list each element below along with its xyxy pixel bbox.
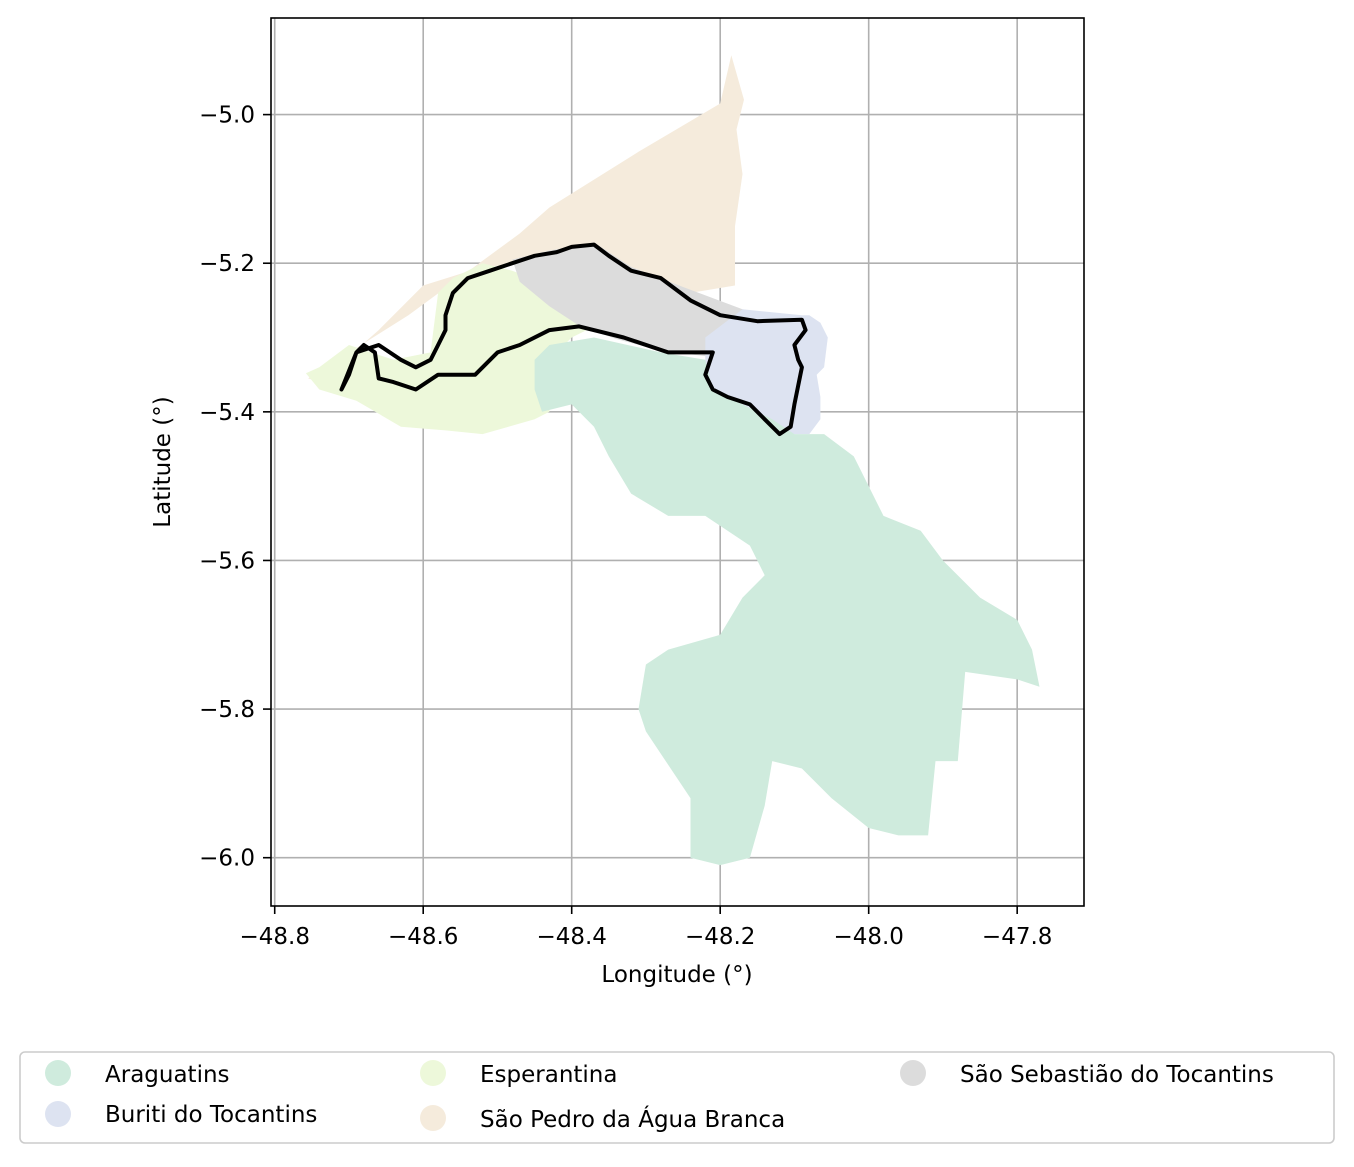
legend-marker-araguatins [45,1060,71,1086]
y-tick-label-3: −5.6 [199,548,255,574]
legend-marker-sao-sebastiao-do-tocantins [900,1060,926,1086]
region-esperantina [305,263,602,435]
legend-label-sao-pedro-da-agua-branca: São Pedro da Água Branca [480,1105,785,1133]
x-tick-label-4: −48.0 [833,924,903,950]
x-tick-label-5: −47.8 [982,924,1052,950]
legend-label-esperantina: Esperantina [480,1062,617,1088]
x-tick-label-1: −48.6 [388,924,458,950]
x-axis-label: Longitude (°) [601,962,752,988]
y-tick-label-5: −6.0 [199,846,255,872]
y-axis-label: Latitude (°) [150,396,176,527]
legend-marker-buriti-do-tocantins [45,1101,71,1127]
y-tick-label-1: −5.2 [199,251,255,277]
legend-label-buriti-do-tocantins: Buriti do Tocantins [105,1102,317,1128]
y-tick-label-2: −5.4 [199,400,255,426]
legend: Araguatins Buriti do Tocantins Esperanti… [19,1051,1335,1144]
x-tick-label-2: −48.4 [536,924,606,950]
legend-label-araguatins: Araguatins [105,1062,230,1088]
region-sao-pedro-da-agua-branca [308,55,744,383]
legend-box [19,1051,1335,1144]
x-axis-ticks: −48.8 −48.6 −48.4 −48.2 −48.0 −47.8 [239,906,1052,950]
legend-marker-esperantina [420,1060,446,1086]
x-tick-label-0: −48.8 [239,924,309,950]
legend-label-sao-sebastiao-do-tocantins: São Sebastião do Tocantins [960,1062,1274,1088]
boundary-outline [339,242,808,437]
boundary-outline-path [339,242,808,437]
y-tick-label-0: −5.0 [199,103,255,129]
x-tick-label-3: −48.2 [685,924,755,950]
plot-frame [270,17,1085,907]
y-axis-ticks: −5.0 −5.2 −5.4 −5.6 −5.8 −6.0 [199,103,271,872]
legend-marker-sao-pedro-da-agua-branca [420,1105,446,1131]
region-araguatins [534,337,1040,866]
y-tick-label-4: −5.8 [199,697,255,723]
region-polygons [305,55,1040,866]
